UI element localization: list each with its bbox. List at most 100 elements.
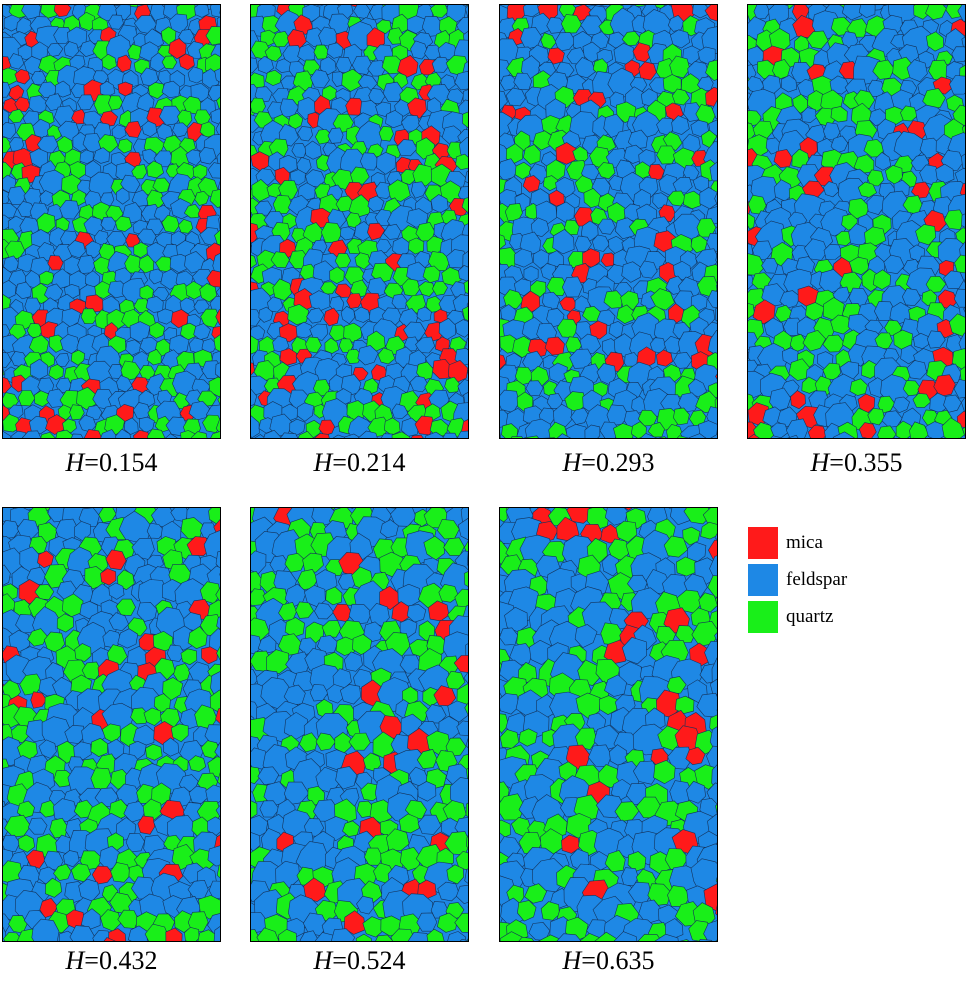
grain [673, 407, 690, 426]
grain [690, 119, 710, 138]
grain [29, 415, 50, 435]
grain [348, 732, 371, 751]
grain [706, 232, 718, 252]
grain [383, 223, 402, 240]
grain [70, 433, 84, 439]
grain [215, 308, 221, 325]
grain [287, 303, 310, 326]
grain [514, 161, 532, 180]
grain [21, 4, 41, 20]
grain [462, 305, 469, 322]
grain [125, 339, 142, 356]
grain [915, 224, 937, 246]
grain [14, 68, 31, 85]
grain [408, 237, 425, 255]
grain [761, 257, 778, 274]
grain [70, 349, 86, 366]
grain [29, 148, 49, 168]
grain [131, 164, 148, 180]
grain [279, 432, 299, 439]
grain [250, 254, 257, 269]
grain [415, 336, 436, 354]
grain [464, 170, 469, 184]
grain [621, 637, 647, 665]
grain [207, 756, 221, 779]
grain [417, 281, 435, 297]
grain [326, 42, 344, 59]
grain [462, 250, 469, 269]
grain [178, 29, 195, 44]
grain [524, 418, 555, 439]
grain-structure-6 [250, 507, 469, 942]
grain [209, 4, 221, 18]
caption-symbol-2: H [313, 448, 333, 477]
grain [39, 800, 57, 818]
grain [700, 521, 718, 540]
grain-panel-5 [2, 507, 221, 942]
legend-swatch-feldspar [748, 563, 778, 596]
grain [149, 321, 166, 339]
grain [438, 583, 460, 603]
grain-panel-4 [747, 4, 966, 439]
grain [7, 108, 25, 124]
grain [358, 430, 378, 439]
grain [185, 149, 203, 166]
grain-structure-1 [2, 4, 221, 439]
grain [417, 814, 442, 835]
grain [613, 931, 638, 942]
grain [125, 233, 141, 248]
grain [396, 139, 418, 157]
grain [99, 80, 116, 97]
grain [601, 553, 622, 577]
grain [711, 657, 718, 685]
grain [47, 255, 64, 271]
grain [858, 4, 876, 19]
grain [555, 933, 583, 942]
grain [564, 219, 580, 236]
grain [463, 670, 469, 685]
grain [663, 335, 683, 354]
grain [356, 895, 375, 915]
grain-panel-2 [250, 4, 469, 439]
grain [406, 208, 429, 228]
caption-value-1: =0.154 [84, 448, 158, 477]
grain [584, 424, 601, 439]
grain [407, 97, 427, 119]
grain [369, 799, 394, 824]
grain [830, 106, 848, 123]
grain [400, 169, 417, 185]
grain [215, 550, 221, 571]
grain [529, 639, 552, 666]
grain [117, 138, 133, 154]
grain [504, 203, 523, 222]
grain [441, 432, 459, 439]
grain [432, 281, 448, 296]
grain [40, 431, 57, 439]
grain [454, 319, 469, 338]
grain [145, 743, 163, 761]
grain [53, 4, 72, 18]
grain [165, 927, 183, 942]
grain [830, 135, 849, 154]
grain-structure-7 [499, 507, 718, 942]
grain [55, 429, 75, 439]
grain [62, 850, 80, 868]
grain [3, 931, 23, 942]
grain [161, 55, 178, 70]
grain [194, 4, 210, 18]
grain [446, 864, 465, 885]
grain [2, 121, 17, 140]
grain [83, 429, 103, 439]
grain [31, 918, 60, 942]
grain [671, 115, 690, 135]
grain [53, 27, 73, 44]
grain [380, 433, 395, 439]
grain [410, 40, 429, 60]
grain [656, 349, 674, 367]
grain [108, 14, 124, 30]
grain [672, 260, 692, 281]
grain [2, 189, 10, 206]
grain [616, 304, 634, 324]
legend-label-mica: mica [786, 531, 823, 553]
grain [275, 860, 301, 889]
